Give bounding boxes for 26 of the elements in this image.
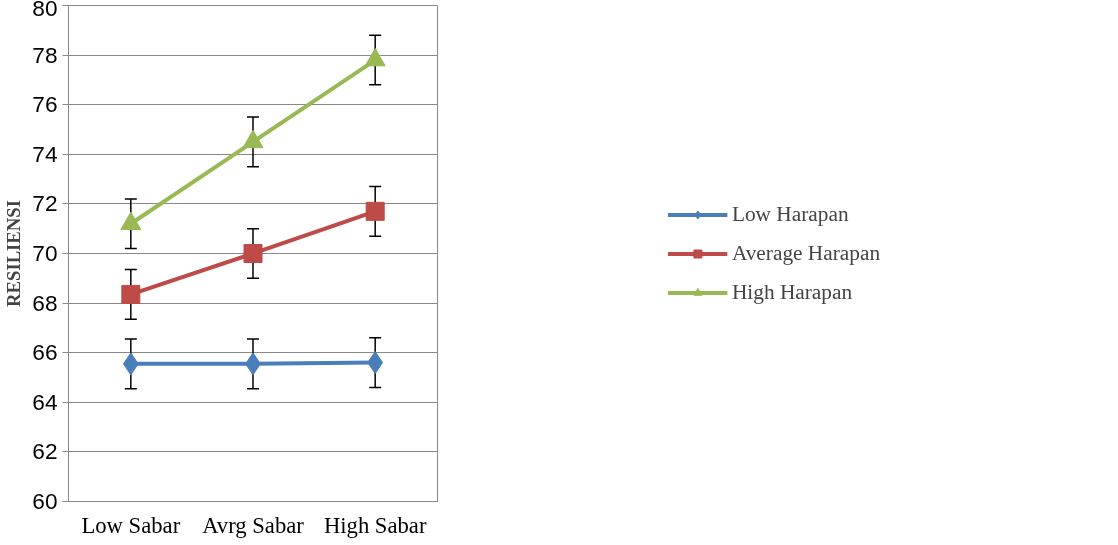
legend-label: High Harapan <box>731 279 853 305</box>
x-tick-label: Avrg Sabar <box>202 512 305 538</box>
y-tick-label: 78 <box>32 41 58 68</box>
legend-label: Average Harapan <box>731 240 881 266</box>
y-tick-label: 74 <box>32 140 58 167</box>
x-tick-label: Low Sabar <box>81 512 181 538</box>
y-tick-label: 80 <box>32 0 58 21</box>
legend-label: Low Harapan <box>731 201 849 227</box>
point <box>365 201 385 221</box>
point <box>243 244 263 263</box>
y-tick-label: 60 <box>32 488 58 514</box>
point <box>242 129 264 149</box>
point <box>364 48 386 67</box>
y-tick-label: 72 <box>32 190 58 217</box>
point <box>120 211 142 231</box>
y-axis-title: RESILIENSI <box>3 200 25 307</box>
y-tick-label: 66 <box>32 339 58 366</box>
y-tick-label: 76 <box>32 91 58 118</box>
y-tick-label: 64 <box>32 388 58 415</box>
y-tick-label: 70 <box>32 240 58 266</box>
point <box>122 352 139 376</box>
y-tick-label: 62 <box>32 438 58 465</box>
point <box>367 351 384 375</box>
point <box>121 284 141 304</box>
x-tick-label: High Sabar <box>323 512 427 538</box>
y-tick-label: 68 <box>32 289 58 316</box>
